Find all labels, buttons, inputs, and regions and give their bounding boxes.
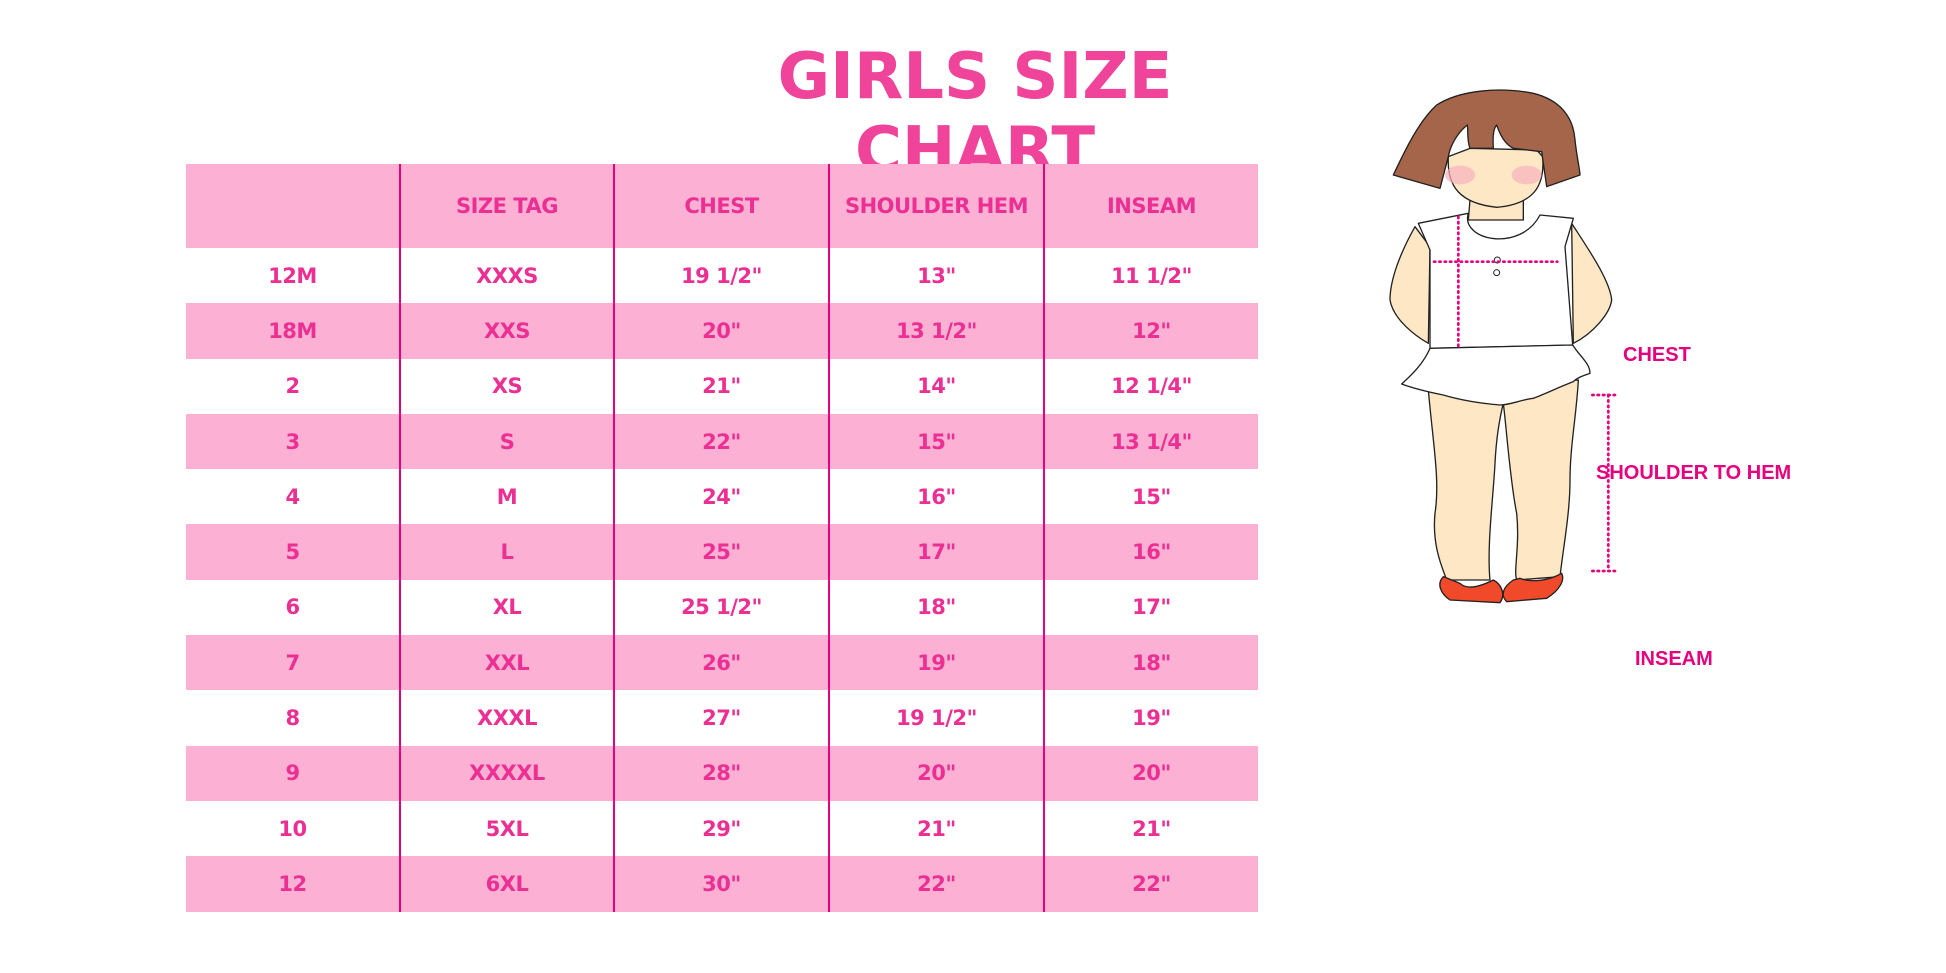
table-row: 7 XXL 26" 19" 18": [186, 635, 1258, 691]
table-cell: 29": [613, 800, 829, 857]
chest-label: CHEST: [1623, 344, 1691, 366]
table-cell: 16": [828, 469, 1044, 525]
table-cell: 15": [828, 413, 1044, 470]
table-cell: 20": [613, 303, 829, 359]
table-cell: 14": [828, 358, 1044, 414]
shoulder-to-hem-label: SHOULDER TO HEM: [1596, 462, 1792, 484]
hair: [1392, 89, 1581, 189]
table-cell: 13 1/2": [828, 303, 1044, 359]
table-cell: 19 1/2": [613, 248, 829, 304]
left-shoe: [1439, 576, 1504, 604]
table-cell: XXXXL: [399, 745, 614, 801]
table-cell: XXXS: [399, 248, 614, 304]
table-cell: S: [399, 413, 614, 470]
table-row: 12 6XL 30" 22" 22": [186, 856, 1258, 912]
table-cell: 17": [1043, 579, 1258, 636]
right-shoe: [1502, 572, 1564, 603]
table-cell: 7: [186, 635, 400, 691]
table-row: 5 L 25" 17" 16": [186, 524, 1258, 580]
table-cell: 6: [285, 595, 300, 620]
table-cell: 16": [1043, 524, 1258, 580]
table-row: 4 M 24" 16" 15": [186, 469, 1258, 525]
table-header: SIZE TAG CHEST SHOULDER HEM INSEAM: [186, 164, 1258, 248]
table-row: 12M XXXS 19 1/2" 13" 11 1/2": [186, 248, 1258, 304]
table-cell: L: [399, 524, 614, 580]
table-cell: 25": [613, 524, 829, 580]
table-cell: 17": [828, 524, 1044, 580]
table-cell: 21": [1043, 800, 1258, 857]
table-cell: 19": [1043, 690, 1258, 746]
table-cell: XXS: [399, 303, 614, 359]
table-row: 3 S 22" 15" 13 1/4": [186, 413, 1258, 470]
table-cell: XL: [399, 579, 614, 636]
size-table: SIZE TAG CHEST SHOULDER HEM INSEAM 12M XXXS 1…: [186, 164, 1258, 912]
table-cell: 21": [828, 800, 1044, 857]
table-cell: 15": [1043, 469, 1258, 525]
table-cell: 12M: [268, 263, 317, 288]
table-cell: 19 1/2": [828, 690, 1044, 746]
table-cell: 27": [613, 690, 829, 746]
table-cell: 22": [1043, 856, 1258, 912]
table-row: 8 XXXL 27" 19 1/2" 19": [186, 690, 1258, 746]
table-cell: 18": [1043, 635, 1258, 691]
table-cell: XS: [399, 358, 614, 414]
column-header: INSEAM: [1043, 164, 1258, 248]
table-cell: 24": [613, 469, 829, 525]
table-cell: 9: [186, 745, 400, 801]
table-cell: 20": [1043, 745, 1258, 801]
skirt: [1401, 344, 1591, 406]
table-cell: 6XL: [399, 856, 614, 912]
table-cell: 3: [186, 413, 400, 470]
table-cell: 25 1/2": [613, 579, 829, 636]
left-arm: [1389, 226, 1431, 344]
table-row: 6 XL 25 1/2" 18" 17": [186, 579, 1258, 636]
table-cell: 8: [285, 706, 300, 731]
legs: [1427, 379, 1579, 581]
table-cell: 5XL: [399, 800, 614, 857]
right-arm: [1571, 222, 1613, 344]
table-cell: 18M: [186, 303, 400, 359]
table-cell: 13 1/4": [1043, 413, 1258, 470]
girl-measurement-illustration: [1389, 89, 1618, 604]
table-cell: 12: [186, 856, 400, 912]
table-cell: 12": [1043, 303, 1258, 359]
table-cell: 18": [828, 579, 1044, 636]
title-text: GIRLS SIZE CHART: [777, 40, 1173, 188]
table-row: 10 5XL 29" 21" 21": [186, 800, 1258, 857]
table-cell: M: [399, 469, 614, 525]
table-cell: 4: [285, 484, 300, 509]
table-cell: 20": [828, 745, 1044, 801]
table-cell: 5: [186, 524, 400, 580]
table-row: 9 XXXXL 28" 20" 20": [186, 745, 1258, 801]
table-row: 2 XS 21" 14" 12 1/4": [186, 358, 1258, 414]
table-cell: XXXL: [399, 690, 614, 746]
inseam-label: INSEAM: [1635, 648, 1713, 670]
column-header: CHEST: [613, 164, 829, 248]
table-cell: 26": [613, 635, 829, 691]
table-cell: 10: [278, 816, 307, 841]
table-cell: 30": [613, 856, 829, 912]
column-header: SIZE TAG: [399, 164, 614, 248]
column-header: [186, 164, 400, 248]
table-cell: 28": [613, 745, 829, 801]
column-header: SHOULDER HEM: [828, 164, 1044, 248]
table-row: 18M XXS 20" 13 1/2" 12": [186, 303, 1258, 359]
table-cell: 19": [828, 635, 1044, 691]
table-cell: XXL: [399, 635, 614, 691]
table-cell: 2: [285, 374, 300, 399]
table-cell: 11 1/2": [1043, 248, 1258, 304]
table-cell: 22": [613, 413, 829, 470]
shirt: [1417, 212, 1574, 349]
table-cell: 21": [613, 358, 829, 414]
table-cell: 22": [828, 856, 1044, 912]
table-cell: 12 1/4": [1043, 358, 1258, 414]
table-cell: 13": [828, 248, 1044, 304]
